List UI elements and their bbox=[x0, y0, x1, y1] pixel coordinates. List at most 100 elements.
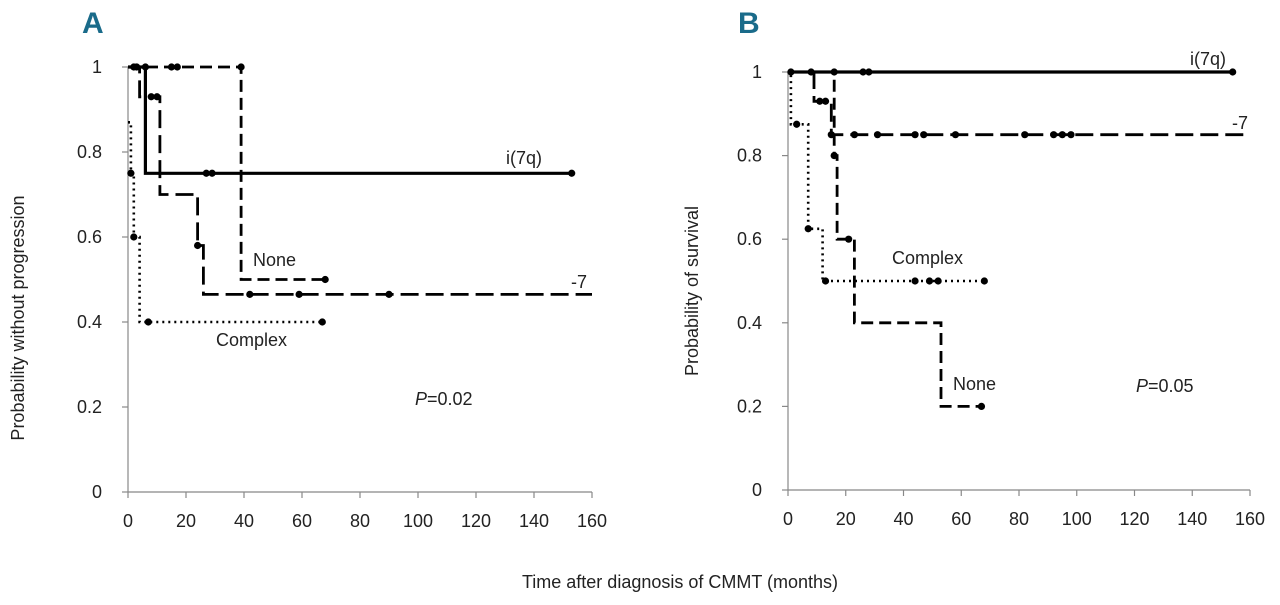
panel-b-censor-complex bbox=[793, 120, 801, 128]
panel-a: A Probability without progression 0 0.2 0.… bbox=[8, 7, 607, 531]
panel-b-curve-minus7 bbox=[788, 70, 1250, 137]
panel-b-label-i7q: i(7q) bbox=[1190, 49, 1226, 69]
panel-a-y-tick-label: 0.2 bbox=[77, 397, 102, 417]
panel-a-curve-none bbox=[128, 65, 326, 281]
panel-b-x-tick-label: 60 bbox=[951, 509, 971, 529]
panel-b-censor-i7q bbox=[865, 68, 873, 76]
panel-a-y-tick-label: 0.6 bbox=[77, 227, 102, 247]
panel-b-censor-minus7 bbox=[911, 131, 919, 139]
panel-a-x-tick-label: 20 bbox=[176, 511, 196, 531]
panel-b-curves bbox=[787, 68, 1250, 410]
panel-a-label-i7q: i(7q) bbox=[506, 148, 542, 168]
panel-a-censor-i7q bbox=[568, 169, 576, 177]
panel-a-curve-minus7 bbox=[128, 65, 592, 296]
panel-a-censor-minus7 bbox=[153, 93, 161, 101]
panel-a-censor-none bbox=[167, 63, 176, 71]
panel-a-censor-none bbox=[237, 63, 245, 71]
panel-b-label-minus7: -7 bbox=[1232, 113, 1248, 133]
shared-x-axis-label: Time after diagnosis of CMMT (months) bbox=[522, 572, 838, 592]
panel-b-censor-complex bbox=[980, 277, 988, 285]
panel-a-x-tick-label: 100 bbox=[403, 511, 433, 531]
panel-a-p-italic: P bbox=[415, 389, 427, 409]
panel-b-censor-complex bbox=[934, 277, 942, 285]
panel-a-y-axis-label: Probability without progression bbox=[8, 195, 28, 440]
panel-b-p-rest: =0.05 bbox=[1148, 376, 1194, 396]
panel-b-axes: 0 0.2 0.4 0.6 0.8 1 0 20 40 60 80 100 120 140 160 bbox=[737, 62, 1265, 529]
panel-b-censor-complex bbox=[911, 277, 919, 285]
panel-b-label-complex: Complex bbox=[892, 248, 963, 268]
panel-b-p-italic: P bbox=[1136, 376, 1148, 396]
panel-a-censor-minus7 bbox=[246, 290, 254, 298]
panel-b-y-tick-label: 0 bbox=[752, 480, 762, 500]
panel-b-y-tick-label: 0.6 bbox=[737, 229, 762, 249]
panel-b-censor-complex bbox=[804, 225, 812, 233]
panel-b-curve-complex bbox=[788, 70, 985, 283]
panel-b-censor-none bbox=[845, 235, 853, 243]
panel-b-x-tick-label: 80 bbox=[1009, 509, 1029, 529]
panel-b-x-tick-label: 0 bbox=[783, 509, 793, 529]
panel-b-x-tick-label: 40 bbox=[893, 509, 913, 529]
panel-b-censor-complex bbox=[925, 277, 934, 285]
panel-b-label-none: None bbox=[953, 374, 996, 394]
panel-a-x-tick-label: 60 bbox=[292, 511, 312, 531]
panel-a-censor-none bbox=[173, 63, 181, 71]
panel-a-censor-minus7 bbox=[147, 93, 155, 101]
panel-a-label-none: None bbox=[253, 250, 296, 270]
panel-b-censor-minus7 bbox=[920, 131, 928, 139]
panel-a-y-tick-label: 0 bbox=[92, 482, 102, 502]
panel-a-censor-complex bbox=[130, 233, 138, 241]
panel-a-x-tick-label: 40 bbox=[234, 511, 254, 531]
panel-b-x-tick-label: 140 bbox=[1177, 509, 1207, 529]
panel-a-curves bbox=[127, 63, 592, 326]
panel-a-censor-i7q bbox=[208, 169, 216, 177]
panel-b-censor-i7q bbox=[859, 68, 867, 76]
panel-b-censor-minus7 bbox=[1058, 131, 1066, 139]
panel-a-censor-i7q bbox=[202, 169, 210, 177]
panel-a-censor-complex bbox=[127, 169, 135, 177]
panel-b-censor-minus7 bbox=[850, 131, 859, 139]
panel-a-p-value: P=0.02 bbox=[415, 389, 473, 409]
panel-a-p-rest: =0.02 bbox=[427, 389, 473, 409]
panel-a-y-tick-label: 1 bbox=[92, 57, 102, 77]
panel-a-label-complex: Complex bbox=[216, 330, 287, 350]
panel-a-censor-minus7 bbox=[385, 290, 393, 298]
panel-a-censor-complex bbox=[144, 318, 152, 326]
panel-a-label-minus7: -7 bbox=[571, 272, 587, 292]
panel-b-letter: B bbox=[738, 7, 760, 40]
panel-a-x-tick-label: 120 bbox=[461, 511, 491, 531]
panel-b-y-axis-label: Probability of survival bbox=[682, 206, 702, 376]
panel-a-curve-complex bbox=[128, 121, 323, 324]
panel-a-y-tick-label: 0.8 bbox=[77, 142, 102, 162]
panel-b-p-value: P=0.05 bbox=[1136, 376, 1194, 396]
panel-b-censor-none bbox=[977, 402, 986, 410]
panel-b-x-tick-label: 20 bbox=[836, 509, 856, 529]
panel-b-y-tick-label: 0.4 bbox=[737, 313, 762, 333]
panel-b-censor-minus7 bbox=[1067, 131, 1075, 139]
panel-b-y-tick-label: 1 bbox=[752, 62, 762, 82]
panel-b-x-tick-label: 100 bbox=[1062, 509, 1092, 529]
panel-b-y-tick-label: 0.8 bbox=[737, 146, 762, 166]
panel-b-censor-complex bbox=[821, 277, 830, 285]
panel-b-censor-minus7 bbox=[821, 97, 830, 105]
panel-b-censor-minus7 bbox=[873, 131, 882, 139]
panel-a-x-tick-label: 0 bbox=[123, 511, 133, 531]
panel-b-censor-none bbox=[830, 152, 838, 160]
panel-a-y-tick-label: 0.4 bbox=[77, 312, 102, 332]
panel-b-curve-none bbox=[788, 70, 982, 408]
panel-a-x-tick-label: 160 bbox=[577, 511, 607, 531]
panel-b-censor-minus7 bbox=[951, 131, 960, 139]
panel-b-censor-minus7 bbox=[816, 97, 824, 105]
panel-b-censor-minus7 bbox=[1050, 131, 1058, 139]
panel-b: B Probability of survival 0 0.2 0.4 0.6 0.8 1… bbox=[682, 7, 1265, 529]
panel-a-censor-none bbox=[321, 275, 329, 284]
panel-b-y-tick-label: 0.2 bbox=[737, 396, 762, 416]
panel-b-censor-i7q bbox=[1229, 68, 1237, 76]
panel-b-x-tick-label: 120 bbox=[1119, 509, 1149, 529]
panel-a-censor-i7q bbox=[141, 63, 149, 71]
panel-a-censor-complex bbox=[318, 318, 326, 326]
panel-a-censor-minus7 bbox=[194, 241, 202, 250]
panel-b-censor-minus7 bbox=[1021, 131, 1029, 139]
panel-b-x-tick-label: 160 bbox=[1235, 509, 1265, 529]
panel-a-letter: A bbox=[82, 7, 104, 40]
